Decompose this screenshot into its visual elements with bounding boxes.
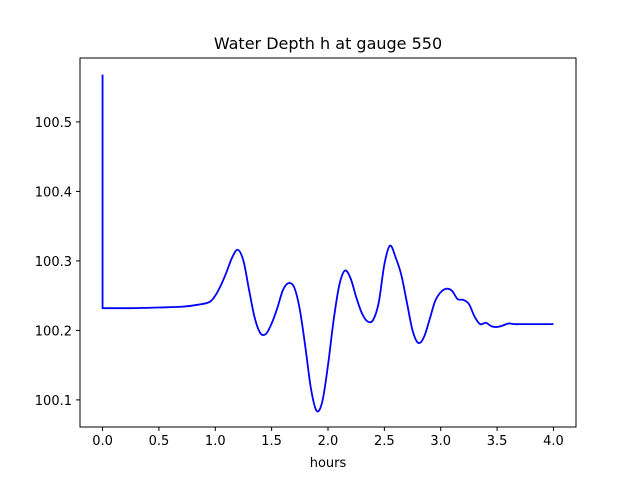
x-tick-label: 2.0 [318, 434, 339, 449]
x-axis: 0.0 0.5 1.0 1.5 2.0 2.5 3.0 3.5 4.0 [92, 427, 564, 449]
x-tick-label: 3.5 [487, 434, 508, 449]
series-layer [101, 74, 554, 413]
y-tick-label: 100.3 [35, 255, 72, 270]
x-tick-label: 3.0 [430, 434, 451, 449]
y-tick-label: 100.2 [35, 324, 72, 339]
y-tick-label: 100.4 [35, 185, 72, 200]
x-tick-label: 0.5 [149, 434, 170, 449]
y-tick-label: 100.1 [35, 394, 72, 409]
chart-title: Water Depth h at gauge 550 [214, 34, 442, 53]
water-depth-line [101, 74, 554, 413]
y-tick-label: 100.5 [35, 116, 72, 131]
x-axis-title: hours [310, 456, 347, 471]
x-tick-label: 1.0 [205, 434, 226, 449]
x-tick-label: 4.0 [543, 434, 564, 449]
x-tick-label: 2.5 [374, 434, 395, 449]
x-tick-label: 0.0 [92, 434, 113, 449]
y-axis: 100.1 100.2 100.3 100.4 100.5 [35, 116, 80, 409]
x-tick-label: 1.5 [261, 434, 282, 449]
